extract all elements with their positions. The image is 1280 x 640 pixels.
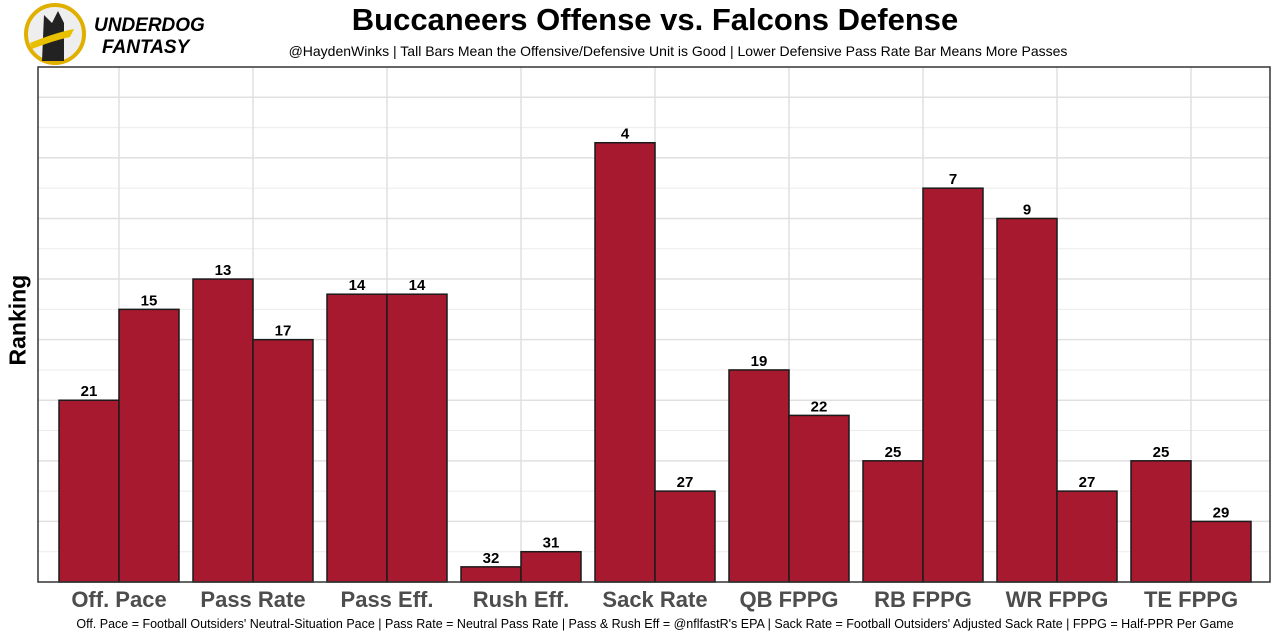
bar <box>654 490 716 583</box>
x-tick-label: TE FPPG <box>1144 587 1238 612</box>
data-label: 25 <box>885 444 902 461</box>
data-label: 14 <box>409 277 426 294</box>
logo-line2: FANTASY <box>102 37 192 58</box>
data-label: 27 <box>677 474 694 491</box>
bar <box>118 308 180 583</box>
chart-title: Buccaneers Offense vs. Falcons Defense <box>351 2 959 37</box>
bar <box>460 566 522 583</box>
bar <box>728 369 790 583</box>
logo-line1: UNDERDOG <box>94 15 204 36</box>
bar <box>1130 460 1192 583</box>
bar <box>520 550 582 583</box>
data-label: 29 <box>1213 504 1230 521</box>
data-label: 13 <box>215 262 232 279</box>
bar <box>326 293 388 583</box>
bar <box>862 460 924 583</box>
bar <box>1190 520 1252 583</box>
plot-border <box>37 66 1271 583</box>
data-label: 19 <box>751 353 768 370</box>
x-tick-label: Pass Eff. <box>341 587 434 612</box>
chart-subtitle: @HaydenWinks | Tall Bars Mean the Offens… <box>288 43 1068 59</box>
data-label: 31 <box>543 535 560 552</box>
x-tick-label: Rush Eff. <box>473 587 570 612</box>
bar <box>788 414 850 583</box>
x-tick-label: Off. Pace <box>71 587 166 612</box>
data-label: 32 <box>483 550 500 567</box>
bar <box>58 399 120 583</box>
x-tick-label: QB FPPG <box>739 587 838 612</box>
data-label: 9 <box>1023 201 1031 218</box>
data-label: 27 <box>1079 474 1096 491</box>
data-label: 21 <box>81 383 98 400</box>
data-label: 17 <box>275 323 292 340</box>
bar <box>386 293 448 583</box>
x-tick-label: WR FPPG <box>1006 587 1109 612</box>
data-label: 22 <box>811 398 828 415</box>
bar <box>996 217 1058 583</box>
x-tick-label: Sack Rate <box>602 587 707 612</box>
underdog-fantasy-logo: UNDERDOG FANTASY <box>24 3 204 65</box>
chart-caption: Off. Pace = Football Outsiders' Neutral-… <box>76 617 1234 631</box>
data-label: 4 <box>621 126 630 143</box>
data-label: 25 <box>1153 444 1170 461</box>
bar <box>922 187 984 583</box>
data-label: 7 <box>949 171 957 188</box>
data-label: 15 <box>141 292 158 309</box>
bar <box>252 338 314 583</box>
x-tick-label: Pass Rate <box>200 587 305 612</box>
data-label: 14 <box>349 277 366 294</box>
bar <box>1056 490 1118 583</box>
x-tick-label: RB FPPG <box>874 587 972 612</box>
bar <box>594 141 656 583</box>
bar <box>192 278 254 583</box>
